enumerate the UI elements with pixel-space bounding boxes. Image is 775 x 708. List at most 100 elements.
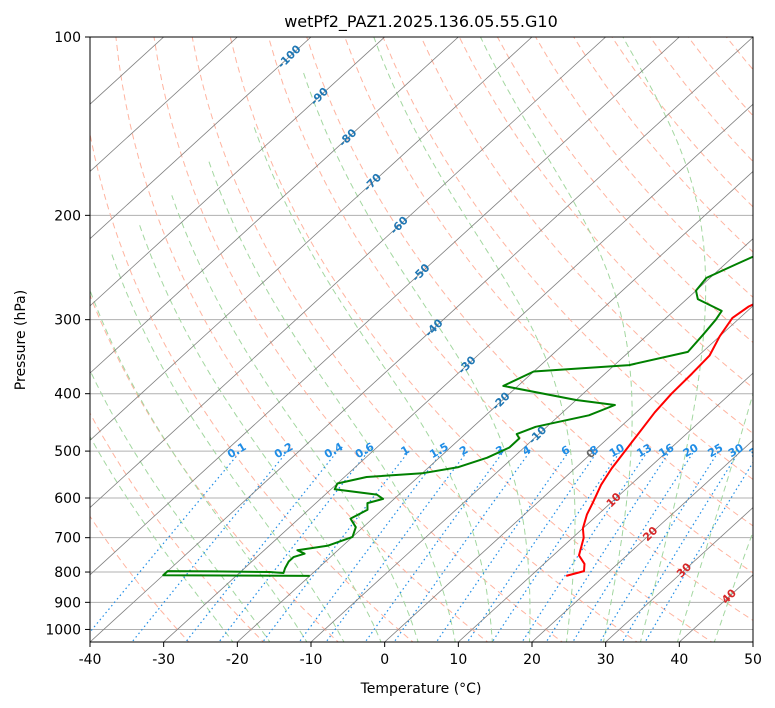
mixing-ratio-labels: 0.1 0.2 0.4 0.6 1 1.5 2 3 4 6 8 10 13 16 20 25 30 36 — [225, 440, 753, 461]
x-tick-label: 40 — [670, 652, 688, 668]
mixing-ratio-line — [364, 450, 505, 642]
sounding-profiles — [162, 255, 753, 577]
dewpoint-line — [162, 255, 753, 577]
y-tick-label: 300 — [54, 313, 81, 329]
dry-adiabat — [687, 37, 753, 117]
isotherm — [90, 37, 385, 307]
isotherm-label: -20 — [489, 389, 512, 412]
dry-adiabat — [573, 37, 753, 253]
dry-adiabat — [535, 37, 753, 298]
x-tick-label: -10 — [300, 652, 323, 668]
dry-adiabat — [153, 37, 564, 642]
isotherm — [531, 439, 753, 642]
y-tick-label: 100 — [54, 30, 81, 46]
mixing-ratio-line — [393, 450, 531, 642]
x-tick-label: 20 — [523, 652, 541, 668]
moist-adiabat — [480, 37, 633, 642]
dry-adiabat — [344, 37, 753, 527]
dry-adiabat — [765, 37, 775, 644]
plot-area: -100-90-80-70-60-50-40-30-20-10010203040… — [90, 37, 775, 644]
x-tick-label: -20 — [226, 652, 249, 668]
isotherm — [752, 641, 753, 642]
moist-adiabat — [303, 72, 531, 642]
dry-adiabat — [268, 37, 753, 622]
mixing-ratio-label: 13 — [634, 441, 654, 460]
x-tick-label: -30 — [152, 652, 175, 668]
x-tick-label: 0 — [380, 652, 389, 668]
moist-adiabat — [90, 369, 271, 642]
y-tick-label: 500 — [54, 444, 81, 460]
moist-adiabat — [137, 221, 382, 642]
isotherm — [384, 305, 753, 642]
y-tick-label: 600 — [54, 491, 81, 507]
dry-adiabat — [649, 37, 753, 163]
x-tick-label: 50 — [744, 652, 762, 668]
x-axis: -40 -30 -20 -10 0 10 20 30 40 50 — [79, 642, 762, 668]
mixing-ratio-label: 25 — [706, 441, 726, 460]
mixing-ratio-label: 16 — [657, 441, 677, 460]
mixing-ratio-label: 0.6 — [353, 440, 377, 461]
moist-adiabat — [373, 37, 576, 642]
dry-adiabat — [229, 37, 713, 642]
y-tick-label: 200 — [54, 208, 81, 224]
mixing-ratio-line — [521, 450, 649, 642]
dry-adiabat — [611, 37, 753, 208]
isotherm-label: -70 — [361, 171, 384, 194]
y-tick-label: 1000 — [45, 622, 81, 638]
moist-adiabats — [90, 37, 753, 642]
dry-adiabat — [496, 37, 753, 344]
mixing-ratio-label: 0.4 — [322, 440, 346, 461]
moist-adiabat — [90, 289, 308, 642]
dry-adiabat — [458, 37, 753, 389]
chart-title: wetPf2_PAZ1.2025.136.05.55.G10 — [284, 12, 558, 32]
mixing-ratio-line — [491, 450, 621, 642]
y-tick-label: 700 — [54, 531, 81, 547]
dry-adiabat — [726, 37, 753, 71]
moist-adiabat — [713, 530, 753, 642]
isotherm-label: 10 — [604, 490, 624, 510]
mixing-ratio-label: 0.1 — [225, 440, 248, 461]
temperature-line — [565, 303, 753, 577]
dry-adiabat — [90, 412, 265, 642]
moist-adiabat — [676, 392, 753, 642]
y-tick-label: 400 — [54, 387, 81, 403]
isotherm-label: 30 — [674, 560, 694, 580]
isotherm — [310, 238, 753, 642]
dry-adiabat — [306, 37, 753, 574]
mixing-ratio-label: 4 — [520, 443, 533, 458]
isotherm — [90, 37, 680, 576]
mixing-ratio-line — [621, 450, 740, 642]
mixing-ratio-line — [545, 450, 671, 642]
mixing-ratio-line — [131, 450, 289, 642]
x-axis-label: Temperature (°C) — [360, 681, 482, 697]
dry-adiabat — [90, 293, 339, 642]
mixing-ratio-line — [218, 450, 369, 642]
y-tick-label: 800 — [54, 565, 81, 581]
mixing-ratio-line — [325, 450, 468, 642]
moist-adiabat — [171, 195, 419, 642]
isotherm — [90, 37, 312, 240]
dry-adiabat — [115, 37, 489, 642]
mixing-ratio-lines — [90, 450, 753, 642]
mixing-ratio-line — [644, 461, 753, 642]
dry-adiabat — [382, 37, 753, 481]
moist-adiabat — [252, 123, 493, 642]
pressure-gridlines — [90, 37, 753, 630]
plot-frame — [89, 36, 754, 643]
isotherm-label: -100 — [275, 42, 304, 71]
isotherm-label: -30 — [455, 353, 478, 376]
isotherm-label: 20 — [640, 524, 660, 544]
isotherm-label: -80 — [336, 126, 359, 149]
mixing-ratio-label: 1.5 — [427, 440, 450, 461]
moist-adiabat — [622, 37, 707, 642]
mixing-ratio-label: 30 — [726, 441, 746, 460]
isotherm-lines — [90, 37, 753, 642]
mixing-ratio-line — [599, 450, 720, 642]
y-axis-label: Pressure (hPa) — [13, 290, 29, 390]
x-tick-label: 30 — [597, 652, 615, 668]
mixing-ratio-label: 20 — [681, 441, 701, 460]
mixing-ratio-line — [466, 450, 599, 642]
isotherm — [237, 170, 753, 642]
x-tick-label: 10 — [449, 652, 467, 668]
isotherm-label: 40 — [719, 586, 739, 606]
